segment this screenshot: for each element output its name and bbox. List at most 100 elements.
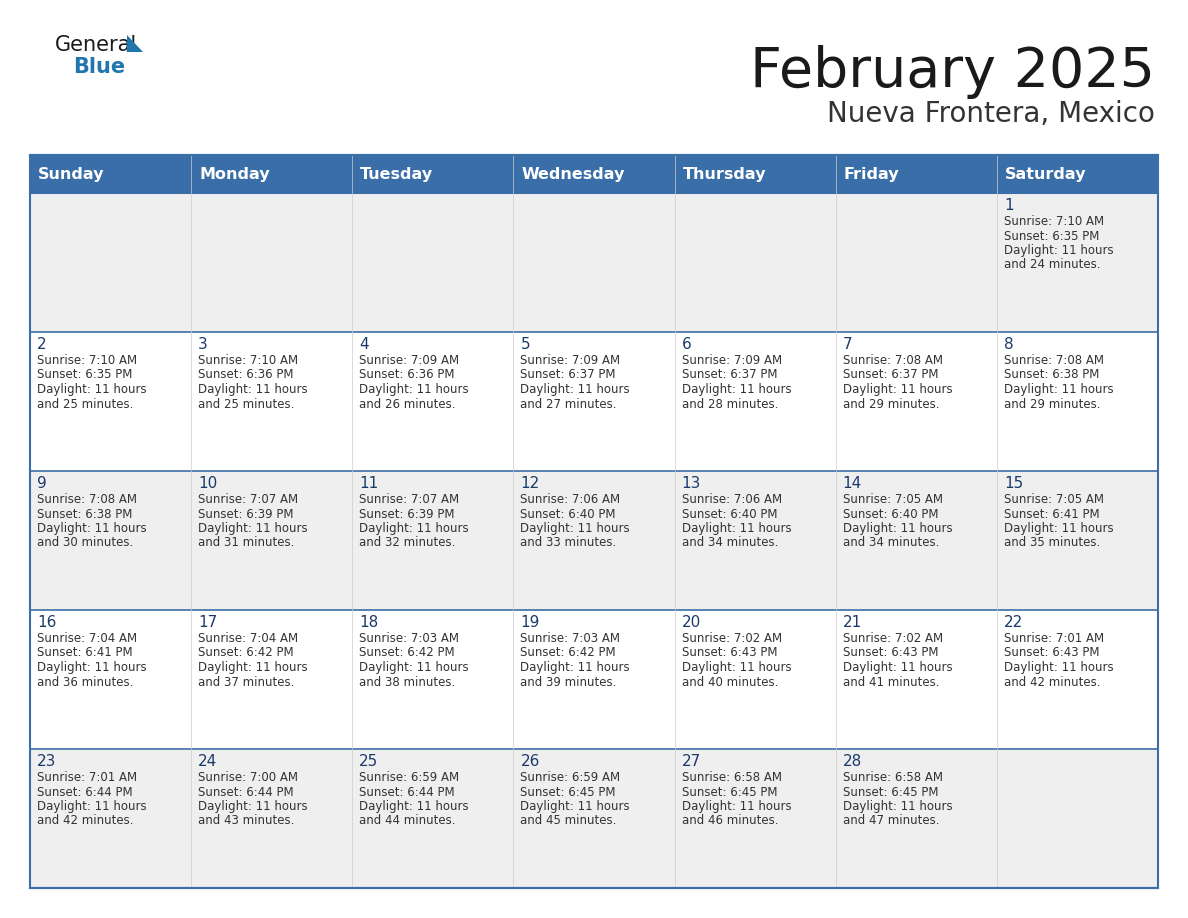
Bar (30, 155, 1158, 193)
Text: Sunrise: 7:00 AM: Sunrise: 7:00 AM (198, 771, 298, 784)
Text: Sunset: 6:37 PM: Sunset: 6:37 PM (842, 368, 939, 382)
Text: Daylight: 11 hours: Daylight: 11 hours (842, 522, 953, 535)
Text: Daylight: 11 hours: Daylight: 11 hours (359, 661, 469, 674)
Text: Daylight: 11 hours: Daylight: 11 hours (842, 800, 953, 813)
Text: 28: 28 (842, 754, 862, 769)
Text: 2: 2 (37, 337, 46, 352)
Text: and 47 minutes.: and 47 minutes. (842, 814, 940, 827)
Text: Sunrise: 7:06 AM: Sunrise: 7:06 AM (682, 493, 782, 506)
Text: Monday: Monday (200, 166, 270, 182)
Text: 7: 7 (842, 337, 852, 352)
Text: General: General (55, 35, 138, 55)
Text: Daylight: 11 hours: Daylight: 11 hours (37, 522, 146, 535)
Text: Daylight: 11 hours: Daylight: 11 hours (359, 522, 469, 535)
Text: and 43 minutes.: and 43 minutes. (198, 814, 295, 827)
Text: 11: 11 (359, 476, 379, 491)
Text: 23: 23 (37, 754, 56, 769)
Text: Friday: Friday (843, 166, 899, 182)
Text: and 31 minutes.: and 31 minutes. (198, 536, 295, 550)
Text: Daylight: 11 hours: Daylight: 11 hours (682, 522, 791, 535)
Text: and 29 minutes.: and 29 minutes. (1004, 397, 1100, 410)
Text: Daylight: 11 hours: Daylight: 11 hours (198, 383, 308, 396)
Text: Daylight: 11 hours: Daylight: 11 hours (359, 800, 469, 813)
Bar (30, 471, 1158, 610)
Text: Daylight: 11 hours: Daylight: 11 hours (37, 383, 146, 396)
Text: Sunset: 6:44 PM: Sunset: 6:44 PM (198, 786, 293, 799)
Text: Daylight: 11 hours: Daylight: 11 hours (520, 383, 630, 396)
Text: Sunset: 6:45 PM: Sunset: 6:45 PM (842, 786, 939, 799)
Text: Sunset: 6:39 PM: Sunset: 6:39 PM (198, 508, 293, 521)
Text: Daylight: 11 hours: Daylight: 11 hours (520, 661, 630, 674)
Text: and 37 minutes.: and 37 minutes. (198, 676, 295, 688)
Text: and 24 minutes.: and 24 minutes. (1004, 259, 1100, 272)
Text: Sunrise: 7:02 AM: Sunrise: 7:02 AM (842, 632, 943, 645)
Text: Sunset: 6:39 PM: Sunset: 6:39 PM (359, 508, 455, 521)
Text: Sunrise: 7:08 AM: Sunrise: 7:08 AM (1004, 354, 1104, 367)
Text: Daylight: 11 hours: Daylight: 11 hours (1004, 383, 1113, 396)
Text: and 40 minutes.: and 40 minutes. (682, 676, 778, 688)
Text: and 32 minutes.: and 32 minutes. (359, 536, 456, 550)
Text: 16: 16 (37, 615, 56, 630)
Text: Sunset: 6:41 PM: Sunset: 6:41 PM (37, 646, 133, 659)
Text: and 25 minutes.: and 25 minutes. (37, 397, 133, 410)
Text: and 41 minutes.: and 41 minutes. (842, 676, 940, 688)
Text: Saturday: Saturday (1005, 166, 1086, 182)
Text: Daylight: 11 hours: Daylight: 11 hours (682, 800, 791, 813)
Text: and 35 minutes.: and 35 minutes. (1004, 536, 1100, 550)
Text: Blue: Blue (72, 57, 125, 77)
Text: Sunset: 6:43 PM: Sunset: 6:43 PM (1004, 646, 1099, 659)
Text: Thursday: Thursday (683, 166, 766, 182)
Text: and 34 minutes.: and 34 minutes. (682, 536, 778, 550)
Text: Sunset: 6:43 PM: Sunset: 6:43 PM (682, 646, 777, 659)
Text: Sunset: 6:40 PM: Sunset: 6:40 PM (520, 508, 615, 521)
Text: Sunset: 6:38 PM: Sunset: 6:38 PM (1004, 368, 1099, 382)
Polygon shape (127, 35, 143, 52)
Text: Daylight: 11 hours: Daylight: 11 hours (682, 661, 791, 674)
Text: Daylight: 11 hours: Daylight: 11 hours (842, 661, 953, 674)
Text: 15: 15 (1004, 476, 1023, 491)
Text: Sunrise: 7:10 AM: Sunrise: 7:10 AM (37, 354, 137, 367)
Text: and 39 minutes.: and 39 minutes. (520, 676, 617, 688)
Text: 1: 1 (1004, 198, 1013, 213)
Text: Daylight: 11 hours: Daylight: 11 hours (198, 522, 308, 535)
Text: Daylight: 11 hours: Daylight: 11 hours (520, 800, 630, 813)
Text: and 30 minutes.: and 30 minutes. (37, 536, 133, 550)
Text: 20: 20 (682, 615, 701, 630)
Bar (30, 193, 1158, 332)
Bar (30, 332, 1158, 471)
Text: Sunset: 6:40 PM: Sunset: 6:40 PM (842, 508, 939, 521)
Text: Wednesday: Wednesday (522, 166, 625, 182)
Text: and 29 minutes.: and 29 minutes. (842, 397, 940, 410)
Text: Sunrise: 7:10 AM: Sunrise: 7:10 AM (198, 354, 298, 367)
Text: Sunset: 6:42 PM: Sunset: 6:42 PM (359, 646, 455, 659)
Text: Sunrise: 7:03 AM: Sunrise: 7:03 AM (520, 632, 620, 645)
Text: and 38 minutes.: and 38 minutes. (359, 676, 455, 688)
Text: Sunrise: 7:02 AM: Sunrise: 7:02 AM (682, 632, 782, 645)
Text: 8: 8 (1004, 337, 1013, 352)
Text: and 42 minutes.: and 42 minutes. (37, 814, 133, 827)
Text: Sunrise: 7:04 AM: Sunrise: 7:04 AM (37, 632, 137, 645)
Text: Sunrise: 7:06 AM: Sunrise: 7:06 AM (520, 493, 620, 506)
Text: Sunrise: 7:01 AM: Sunrise: 7:01 AM (37, 771, 137, 784)
Bar (30, 749, 1158, 888)
Text: Sunset: 6:36 PM: Sunset: 6:36 PM (198, 368, 293, 382)
Text: Sunset: 6:44 PM: Sunset: 6:44 PM (359, 786, 455, 799)
Text: Sunset: 6:45 PM: Sunset: 6:45 PM (682, 786, 777, 799)
Text: 14: 14 (842, 476, 862, 491)
Text: Sunrise: 7:08 AM: Sunrise: 7:08 AM (37, 493, 137, 506)
Text: Sunrise: 6:58 AM: Sunrise: 6:58 AM (682, 771, 782, 784)
Text: Daylight: 11 hours: Daylight: 11 hours (520, 522, 630, 535)
Text: and 34 minutes.: and 34 minutes. (842, 536, 939, 550)
Text: 4: 4 (359, 337, 369, 352)
Text: and 44 minutes.: and 44 minutes. (359, 814, 456, 827)
Text: Sunrise: 7:05 AM: Sunrise: 7:05 AM (842, 493, 943, 506)
Text: 25: 25 (359, 754, 379, 769)
Text: Sunrise: 7:05 AM: Sunrise: 7:05 AM (1004, 493, 1104, 506)
Text: Daylight: 11 hours: Daylight: 11 hours (1004, 522, 1113, 535)
Text: 21: 21 (842, 615, 862, 630)
Text: Sunset: 6:43 PM: Sunset: 6:43 PM (842, 646, 939, 659)
Text: Sunset: 6:36 PM: Sunset: 6:36 PM (359, 368, 455, 382)
Text: and 45 minutes.: and 45 minutes. (520, 814, 617, 827)
Text: Daylight: 11 hours: Daylight: 11 hours (198, 800, 308, 813)
Text: and 36 minutes.: and 36 minutes. (37, 676, 133, 688)
